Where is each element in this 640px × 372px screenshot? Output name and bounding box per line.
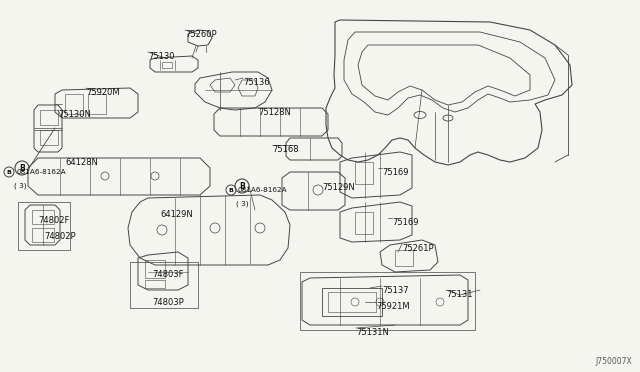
Bar bbox=[32, 210, 54, 224]
Text: 75920M: 75920M bbox=[86, 88, 120, 97]
Text: B: B bbox=[6, 170, 12, 174]
Bar bbox=[88, 94, 106, 114]
Bar bbox=[65, 94, 83, 114]
Bar bbox=[395, 250, 413, 266]
Bar bbox=[130, 262, 198, 308]
Text: 75128N: 75128N bbox=[258, 108, 291, 117]
Text: J750007X: J750007X bbox=[595, 357, 632, 366]
Text: B: B bbox=[239, 182, 245, 190]
Text: 081A6-8162A: 081A6-8162A bbox=[238, 187, 287, 193]
Text: ( 3): ( 3) bbox=[236, 200, 248, 206]
Text: 75169: 75169 bbox=[392, 218, 419, 227]
Text: 75129N: 75129N bbox=[322, 183, 355, 192]
Text: 75130N: 75130N bbox=[58, 110, 91, 119]
Text: 75131: 75131 bbox=[446, 290, 472, 299]
Text: 75131N: 75131N bbox=[356, 328, 389, 337]
Bar bbox=[355, 162, 373, 184]
Text: 64129N: 64129N bbox=[160, 210, 193, 219]
Bar bbox=[40, 110, 58, 125]
Text: 74802F: 74802F bbox=[38, 216, 69, 225]
Text: B: B bbox=[228, 187, 234, 192]
Text: 75130: 75130 bbox=[148, 52, 175, 61]
Text: 75169: 75169 bbox=[382, 168, 408, 177]
Text: 64128N: 64128N bbox=[65, 158, 98, 167]
Text: 75921M: 75921M bbox=[376, 302, 410, 311]
Text: 74803F: 74803F bbox=[152, 270, 184, 279]
Bar bbox=[300, 272, 475, 330]
Bar bbox=[18, 202, 70, 250]
Bar bbox=[328, 292, 376, 312]
Bar bbox=[322, 288, 382, 316]
Text: 75260P: 75260P bbox=[185, 30, 216, 39]
Bar bbox=[32, 228, 54, 242]
Text: 75136: 75136 bbox=[243, 78, 269, 87]
Text: ( 3): ( 3) bbox=[14, 182, 26, 189]
Text: 75168: 75168 bbox=[272, 145, 299, 154]
Bar bbox=[40, 130, 58, 145]
Text: 74803P: 74803P bbox=[152, 298, 184, 307]
Text: 75261P: 75261P bbox=[402, 244, 434, 253]
Bar bbox=[145, 260, 165, 278]
Bar bbox=[162, 62, 172, 68]
Text: B: B bbox=[19, 164, 25, 173]
Text: 74802P: 74802P bbox=[44, 232, 76, 241]
Text: 081A6-8162A: 081A6-8162A bbox=[16, 169, 66, 175]
Text: 75137: 75137 bbox=[382, 286, 408, 295]
Bar bbox=[145, 280, 165, 288]
Bar bbox=[355, 212, 373, 234]
